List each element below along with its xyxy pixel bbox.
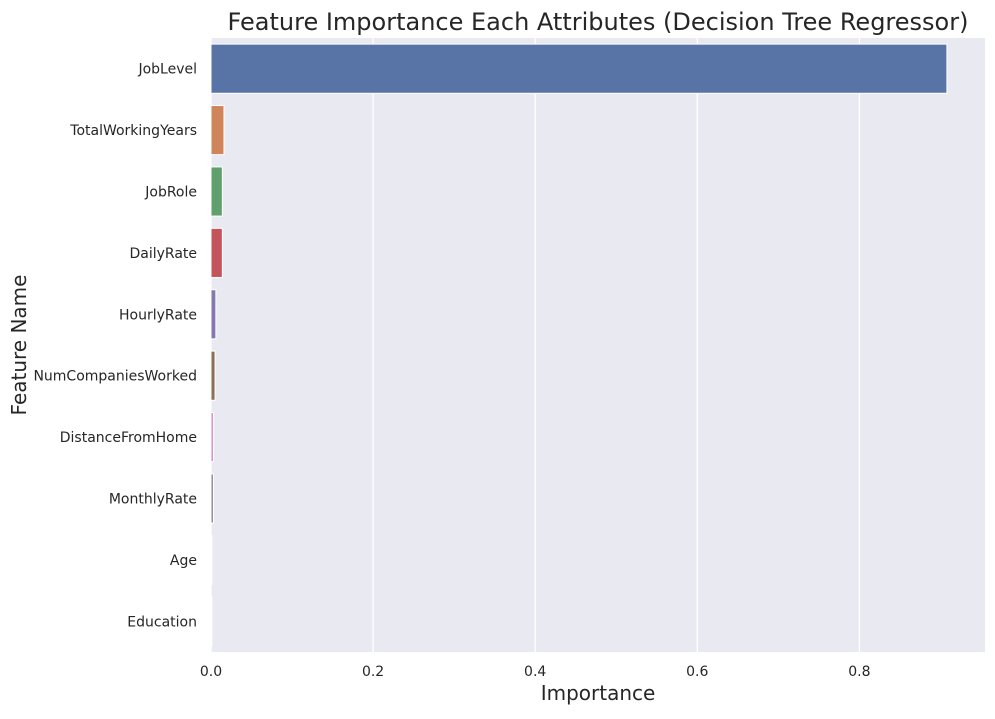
bar-MonthlyRate	[210, 473, 214, 524]
bar-Age	[210, 534, 213, 585]
bar-DailyRate	[210, 227, 223, 278]
x-tick-labels: 0.0 0.2 0.4 0.6 0.8	[200, 664, 871, 680]
bar-JobLevel	[210, 43, 948, 94]
bar-JobRole	[210, 166, 223, 217]
bar-DistanceFromHome	[210, 412, 214, 463]
x-tick-label: 0.6	[686, 664, 708, 680]
y-tick-labels: JobLevel TotalWorkingYears JobRole DailyRat…	[33, 62, 197, 631]
y-tick-label: MonthlyRate	[109, 492, 197, 508]
y-tick-label: NumCompaniesWorked	[33, 369, 197, 385]
bars	[210, 43, 948, 647]
x-axis-title: Importance	[541, 681, 656, 705]
bar-Education	[210, 596, 213, 647]
y-tick-label: JobLevel	[137, 62, 197, 78]
plot-background	[211, 38, 985, 652]
y-tick-label: TotalWorkingYears	[69, 123, 197, 139]
y-tick-label: Education	[127, 614, 197, 630]
y-tick-label: JobRole	[144, 185, 197, 201]
chart-title: Feature Importance Each Attributes (Deci…	[228, 8, 969, 36]
bar-TotalWorkingYears	[210, 105, 225, 156]
y-tick-label: DailyRate	[129, 246, 197, 262]
x-tick-label: 0.8	[848, 664, 870, 680]
y-axis-title: Feature Name	[7, 275, 31, 416]
bar-NumCompaniesWorked	[210, 350, 216, 401]
x-tick-label: 0.0	[200, 664, 222, 680]
y-tick-label: Age	[170, 553, 197, 569]
x-tick-label: 0.2	[362, 664, 384, 680]
y-tick-label: HourlyRate	[119, 307, 197, 323]
bar-HourlyRate	[210, 289, 217, 340]
x-tick-label: 0.4	[524, 664, 546, 680]
y-tick-label: DistanceFromHome	[60, 430, 197, 446]
